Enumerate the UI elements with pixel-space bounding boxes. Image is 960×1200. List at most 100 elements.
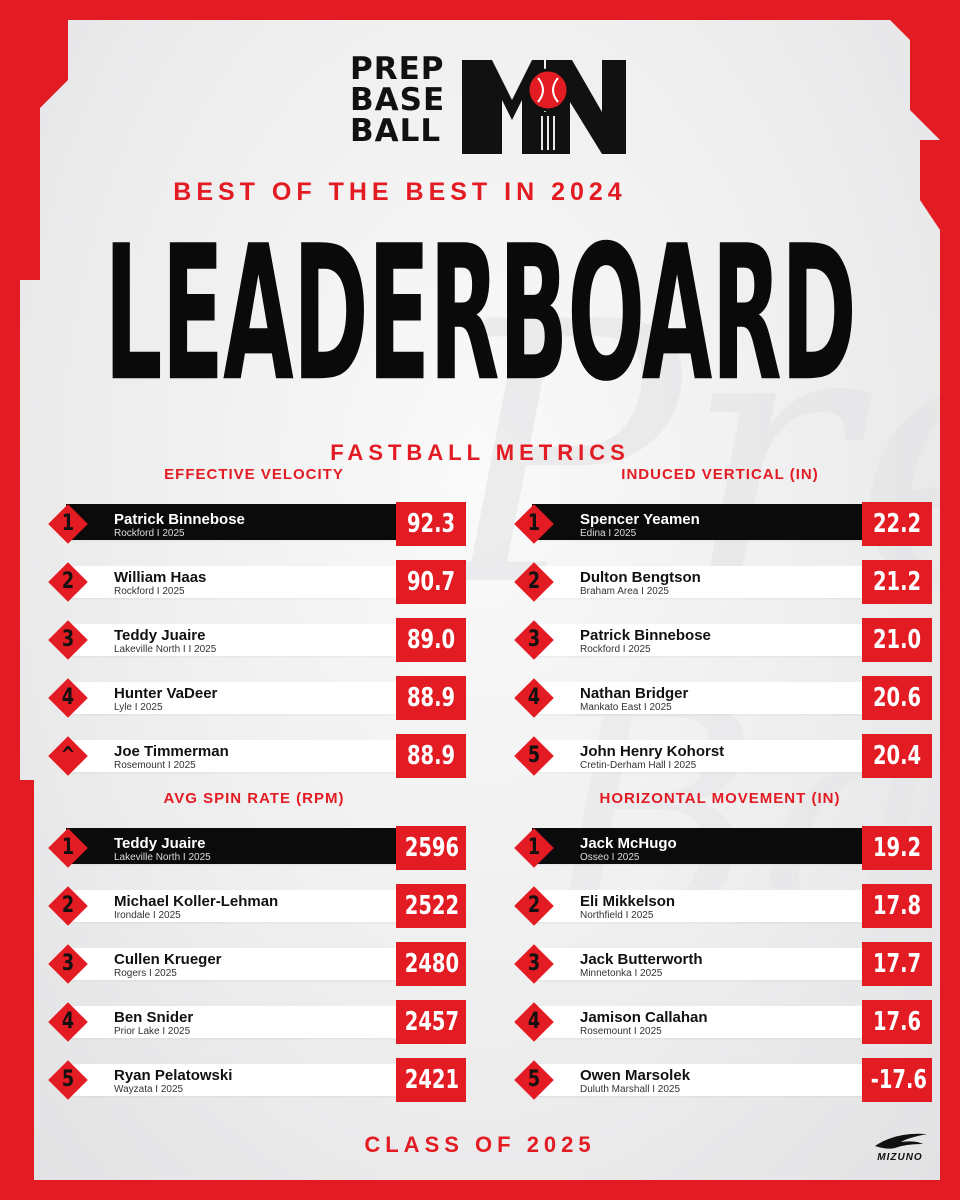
metric-value: -17.6 (870, 1065, 927, 1095)
leaderboard-row: 3 Jack Butterworth Minnetonka I 2025 17.7 (510, 942, 932, 986)
row-bar (532, 1064, 862, 1096)
metric-value: 19.2 (872, 833, 922, 863)
board-title: EFFECTIVE VELOCITY (164, 466, 344, 483)
metric-value-box: 88.9 (396, 676, 466, 720)
row-bar (66, 624, 396, 656)
row-bar (66, 828, 402, 864)
rank-number: 2 (61, 569, 75, 594)
leaderboard-row: 5 John Henry Kohorst Cretin-Derham Hall I … (510, 734, 932, 778)
rank-number: 1 (61, 835, 75, 860)
player-name: Hunter VaDeer (114, 685, 218, 702)
player-name: Jamison Callahan (580, 1009, 708, 1026)
sponsor-name: MIZUNO (877, 1152, 923, 1163)
metric-value-box: 20.6 (862, 676, 932, 720)
metric-value-box: 19.2 (862, 826, 932, 870)
rank-badge: 4 (48, 1002, 88, 1042)
metric-value: 89.0 (406, 625, 456, 655)
metric-value-box: 89.0 (396, 618, 466, 662)
rank-number: 3 (527, 627, 541, 652)
player-school-class: Rockford I 2025 (580, 644, 651, 655)
rank-number: 5 (527, 1067, 541, 1092)
leaderboard-row: 2 Dulton Bengtson Braham Area I 2025 21.2 (510, 560, 932, 604)
leaderboard-row: 2 William Haas Rockford I 2025 90.7 (44, 560, 466, 604)
leaderboard-row: 1 Spencer Yeamen Edina I 2025 22.2 (510, 502, 932, 546)
metric-value: 88.9 (406, 741, 456, 771)
player-school-class: Irondale I 2025 (114, 910, 181, 921)
metric-value-box: 2480 (396, 942, 466, 986)
row-bar (532, 828, 868, 864)
section-title: FASTBALL METRICS (330, 440, 630, 465)
player-name: Teddy Juaire (114, 835, 206, 852)
metric-value: 17.6 (872, 1007, 922, 1037)
metric-value: 90.7 (406, 567, 456, 597)
rank-badge: 5 (48, 1060, 88, 1100)
metric-value: 20.6 (872, 683, 922, 713)
metric-value: 2522 (404, 891, 460, 921)
metric-value: 88.9 (406, 683, 456, 713)
player-name: Spencer Yeamen (580, 511, 700, 528)
player-name: Cullen Krueger (114, 951, 222, 968)
corner-accent-top-right (890, 20, 940, 140)
player-name: Dulton Bengtson (580, 569, 701, 586)
leaderboard-row: 3 Teddy Juaire Lakeville North I I 2025 89.… (44, 618, 466, 662)
board-title: AVG SPIN RATE (RPM) (163, 790, 345, 807)
mn-mark-icon (462, 60, 626, 154)
rank-badge: 2 (514, 886, 554, 926)
leaderboard-row: 4 Nathan Bridger Mankato East I 2025 20.6 (510, 676, 932, 720)
metric-value: 2421 (404, 1065, 460, 1095)
row-bar (532, 740, 862, 772)
rank-number: 4 (527, 685, 541, 710)
row-bar (532, 504, 868, 540)
metric-value-box: 90.7 (396, 560, 466, 604)
player-name: Nathan Bridger (580, 685, 689, 702)
logo-wordmark: PREP BASE BALL (350, 54, 470, 147)
rank-badge: 2 (48, 562, 88, 602)
player-name: William Haas (114, 569, 207, 586)
rank-badge: 1 (48, 504, 88, 544)
rank-number: 5 (527, 743, 541, 768)
leaderboard-row: 4 Jamison Callahan Rosemount I 2025 17.6 (510, 1000, 932, 1044)
rank-number: 2 (527, 893, 541, 918)
leaderboard-row: 2 Michael Koller-Lehman Irondale I 2025 252… (44, 884, 466, 928)
board-horizontal-movement: HORIZONTAL MOVEMENT (IN) 1 Jack McHugo Oss… (510, 790, 932, 1116)
rank-badge: 3 (514, 620, 554, 660)
rank-number: ^ (60, 743, 76, 768)
player-name: Patrick Binnebose (580, 627, 711, 644)
metric-value: 2457 (404, 1007, 460, 1037)
rank-badge: 3 (48, 944, 88, 984)
leaderboard-card: Pre Ba PREP BASE BALL (20, 20, 940, 1180)
board-avg-spin-rate: AVG SPIN RATE (RPM) 1 Teddy Juaire Lakevil… (44, 790, 466, 1116)
metric-value: 21.0 (872, 625, 922, 655)
rank-badge: 2 (514, 562, 554, 602)
row-bar (532, 890, 862, 922)
player-name: Ben Snider (114, 1009, 194, 1026)
metric-value-box: 17.8 (862, 884, 932, 928)
leaderboard-row: 5 Ryan Pelatowski Wayzata I 2025 2421 (44, 1058, 466, 1102)
leaderboard-row: 1 Patrick Binnebose Rockford I 2025 92.3 (44, 502, 466, 546)
logo-line-1: PREP (350, 51, 445, 87)
leaderboard-row: 3 Cullen Krueger Rogers I 2025 2480 (44, 942, 466, 986)
leaderboard-row: 4 Ben Snider Prior Lake I 2025 2457 (44, 1000, 466, 1044)
metric-value-box: 2421 (396, 1058, 466, 1102)
metric-value-box: 17.6 (862, 1000, 932, 1044)
player-school-class: Prior Lake I 2025 (114, 1026, 191, 1037)
player-name: Patrick Binnebose (114, 511, 245, 528)
mizuno-runbird-icon (875, 1133, 927, 1149)
leaderboard-row: 4 Hunter VaDeer Lyle I 2025 88.9 (44, 676, 466, 720)
rank-badge: 1 (514, 828, 554, 868)
rank-badge: 4 (514, 678, 554, 718)
leaderboard-row: 5 Owen Marsolek Duluth Marshall I 2025 -17.… (510, 1058, 932, 1102)
leaderboard-row: 1 Jack McHugo Osseo I 2025 19.2 (510, 826, 932, 870)
row-bar (532, 1006, 862, 1038)
row-bar (66, 566, 396, 598)
row-bar (532, 682, 862, 714)
rank-badge: 1 (48, 828, 88, 868)
row-bar (66, 948, 396, 980)
metric-value: 17.7 (872, 949, 922, 979)
player-name: Teddy Juaire (114, 627, 206, 644)
player-school-class: Minnetonka I 2025 (580, 968, 663, 979)
player-name: Owen Marsolek (580, 1067, 691, 1084)
player-school-class: Lakeville North I 2025 (114, 852, 211, 863)
subtitle: BEST OF THE BEST IN 2024 (173, 178, 627, 206)
leaderboard-row: 3 Patrick Binnebose Rockford I 2025 21.0 (510, 618, 932, 662)
